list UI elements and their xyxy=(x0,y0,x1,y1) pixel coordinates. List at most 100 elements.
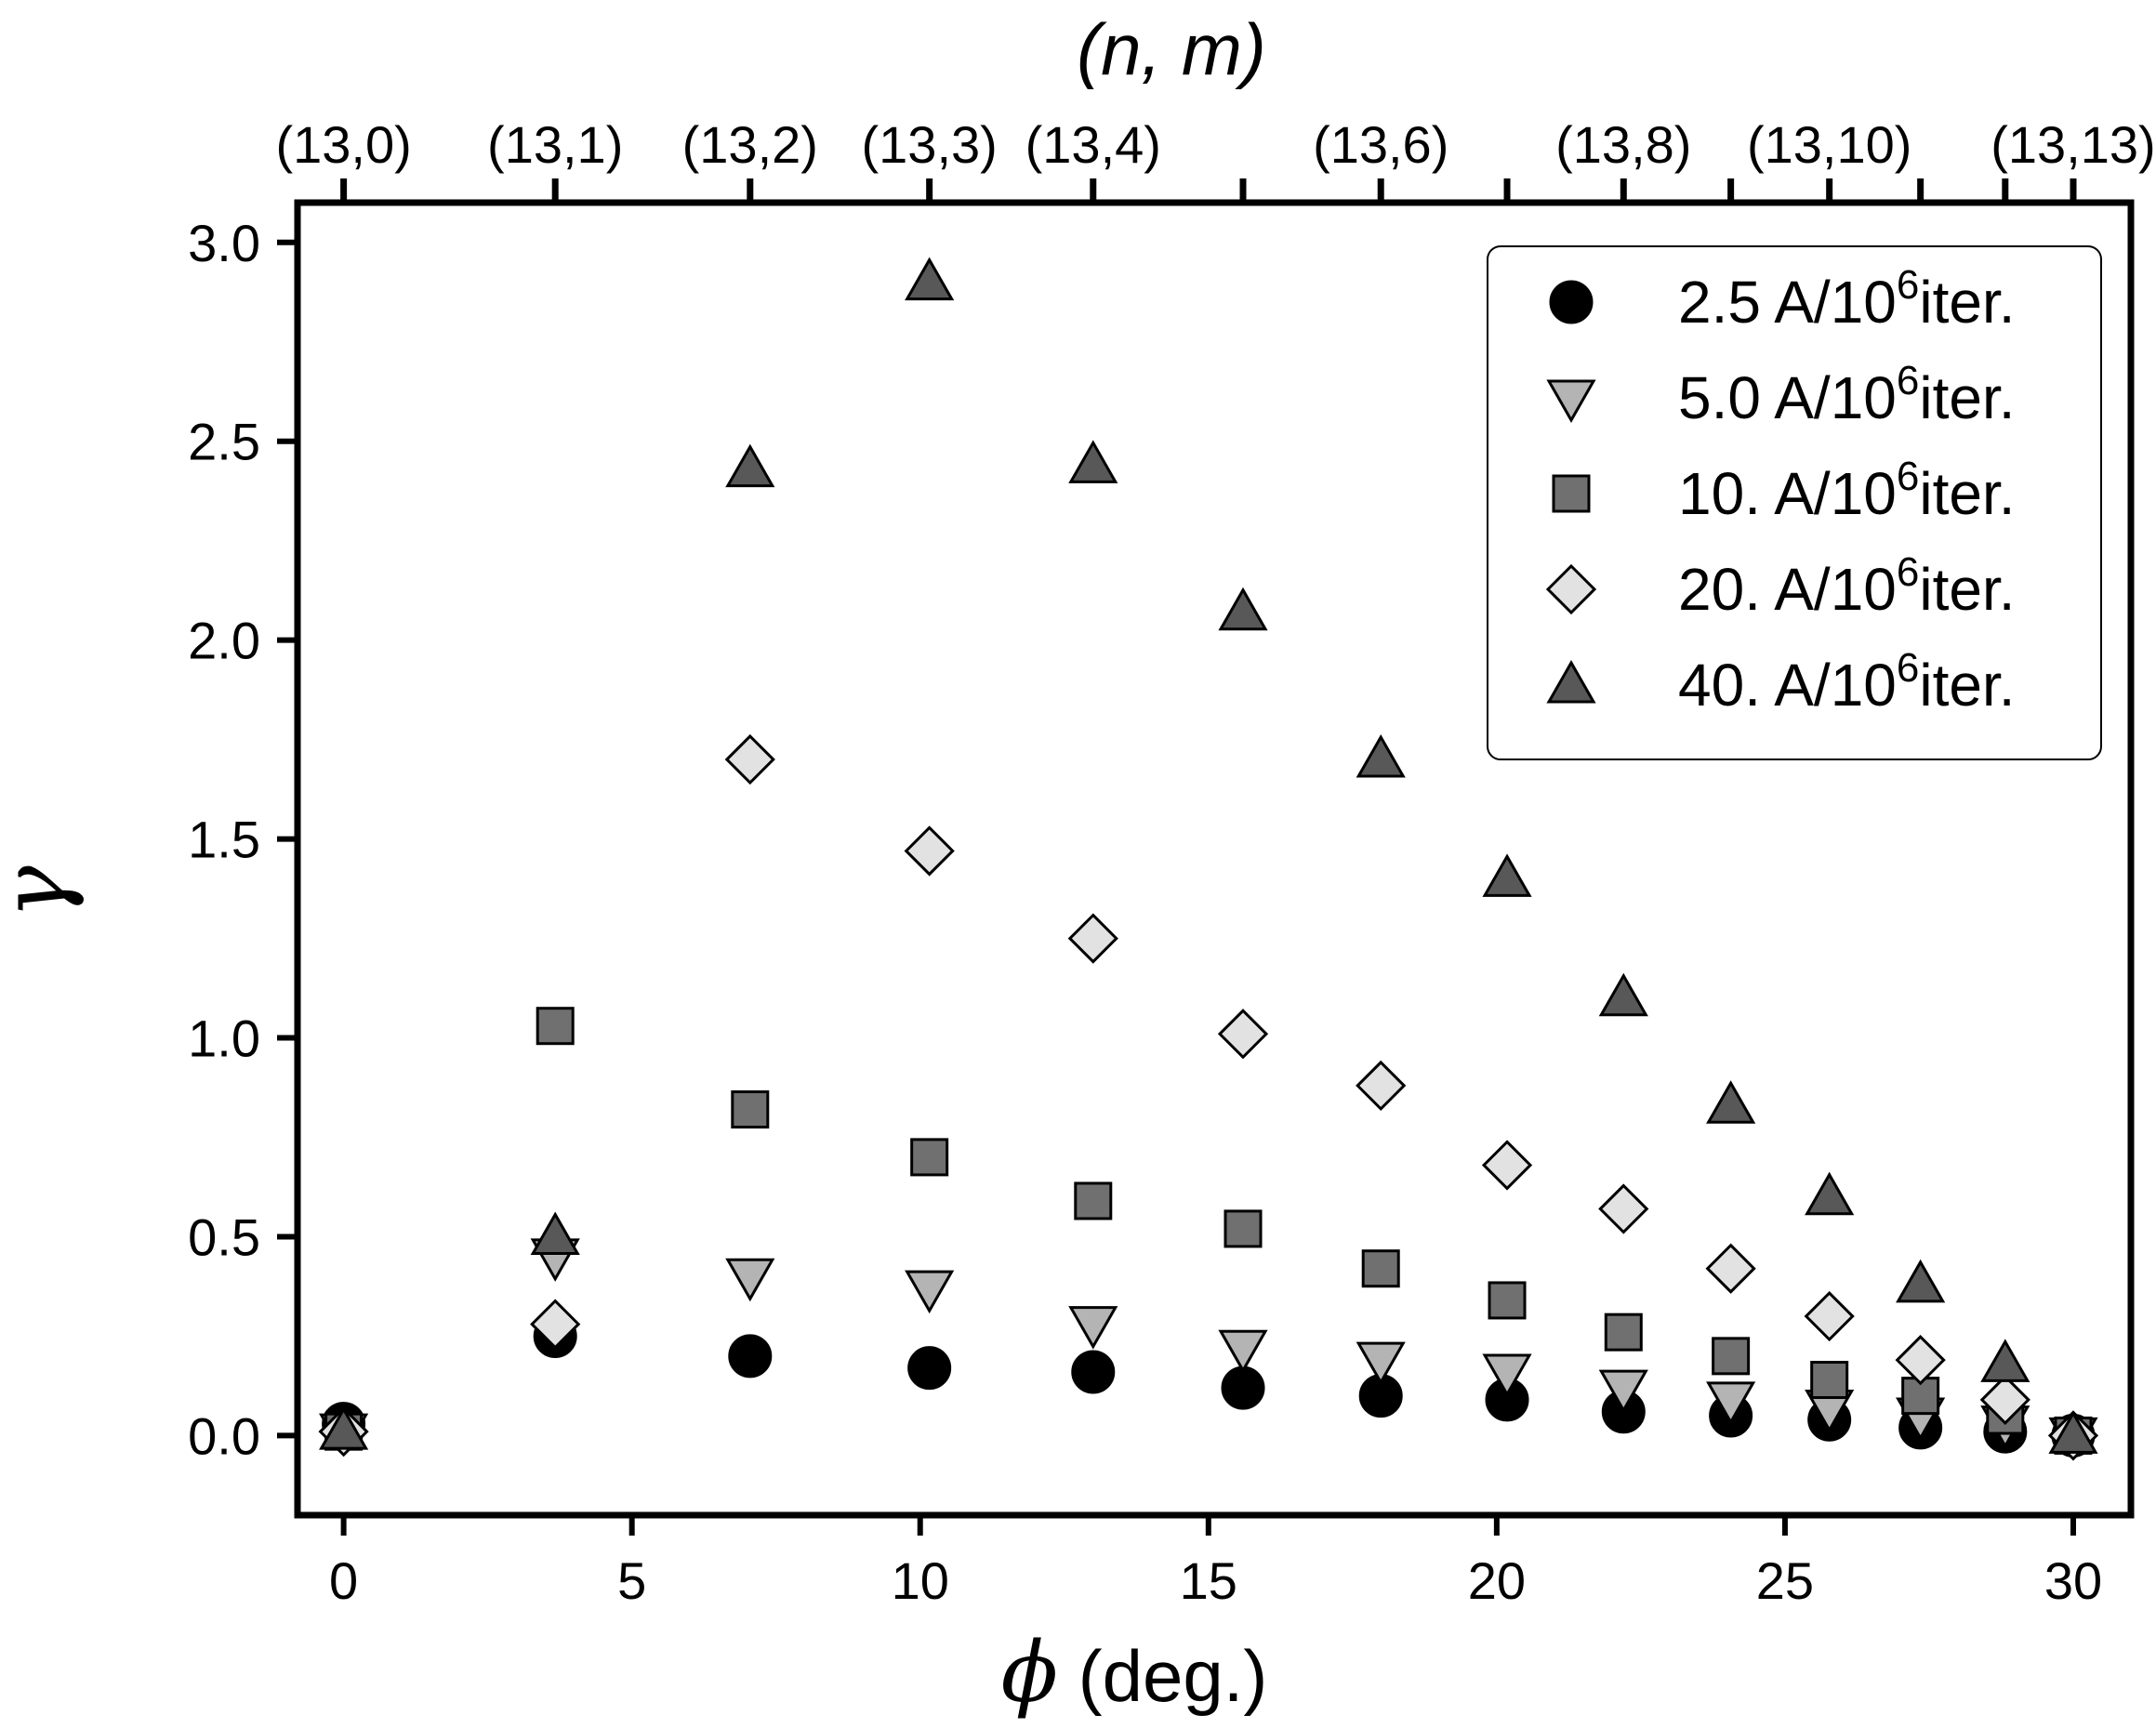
legend-label-sup: 6 xyxy=(1897,262,1919,308)
data-point xyxy=(724,733,775,785)
legend-marker xyxy=(1545,563,1597,615)
legend-label: 10. A/106iter. xyxy=(1678,454,2016,527)
data-point xyxy=(728,1334,773,1378)
data-point xyxy=(1805,1171,1855,1216)
legend-item: 40. A/106iter. xyxy=(1546,645,2016,719)
data-point xyxy=(725,1258,775,1302)
data-point xyxy=(1598,1369,1648,1414)
x-axis-title: ϕ (deg.) xyxy=(1001,1624,1268,1721)
legend-label-main: 40. A/10 xyxy=(1678,652,1897,719)
legend-label-tail: iter. xyxy=(1919,652,2015,719)
legend-marker xyxy=(1552,474,1591,513)
legend-marker xyxy=(1546,659,1596,704)
legend-label: 20. A/106iter. xyxy=(1678,549,2016,623)
legend-label: 40. A/106iter. xyxy=(1678,645,2016,719)
data-point xyxy=(910,1138,949,1177)
plot-frame xyxy=(294,199,2135,1519)
legend-label: 5.0 A/106iter. xyxy=(1678,358,2016,431)
x-tick-label: 30 xyxy=(2044,1551,2102,1610)
data-point xyxy=(1896,1259,1946,1303)
data-point xyxy=(1356,1060,1407,1112)
data-point xyxy=(1223,1209,1263,1248)
data-point xyxy=(1068,440,1118,483)
legend-label: 2.5 A/106iter. xyxy=(1678,262,2016,336)
series-4 xyxy=(318,733,2099,1461)
legend-label-main: 5.0 A/10 xyxy=(1678,364,1897,431)
data-point xyxy=(1804,1290,1855,1342)
legend-label-tail: iter. xyxy=(1919,460,2015,527)
legend-marker xyxy=(1546,379,1596,424)
data-point xyxy=(1481,1140,1533,1191)
data-point xyxy=(1218,587,1268,631)
legend-label-tail: iter. xyxy=(1919,269,2015,336)
y-tick-label: 1.5 xyxy=(188,811,260,869)
legend-label-tail: iter. xyxy=(1919,364,2015,431)
legend-label-main: 2.5 A/10 xyxy=(1678,269,1897,336)
legend-label-main: 20. A/10 xyxy=(1678,556,1897,623)
data-point xyxy=(1706,1080,1756,1124)
data-point xyxy=(1980,1339,2030,1382)
data-point xyxy=(2048,1410,2098,1454)
x-axis-title-text: (deg.) xyxy=(1058,1635,1267,1717)
data-point xyxy=(1604,1312,1643,1352)
y-tick-label: 3.0 xyxy=(188,214,260,272)
x-tick-label: 25 xyxy=(1756,1551,1814,1610)
legend-box xyxy=(1487,245,2102,760)
data-point xyxy=(907,1346,952,1391)
data-point xyxy=(1068,1306,1118,1350)
series-5 xyxy=(319,257,2098,1454)
x-axis-title-symbol: ϕ xyxy=(1001,1624,1058,1721)
data-point xyxy=(536,1007,575,1046)
top-tick-label: (13,2) xyxy=(682,115,818,174)
data-point xyxy=(1221,1365,1265,1410)
data-point xyxy=(1067,913,1118,964)
data-point xyxy=(1482,1353,1532,1397)
data-point xyxy=(1074,1181,1113,1220)
y-tick-label: 2.0 xyxy=(188,612,260,670)
data-point xyxy=(530,1211,580,1255)
legend: 2.5 A/106iter.5.0 A/106iter.10. A/106ite… xyxy=(1487,245,2102,760)
top-tick-label: (13,0) xyxy=(275,115,411,174)
data-point xyxy=(1895,1335,1946,1386)
legend-label-sup: 6 xyxy=(1897,358,1919,403)
top-tick-label: (13,8) xyxy=(1555,115,1691,174)
data-point xyxy=(1218,1329,1268,1374)
data-point xyxy=(725,443,775,488)
legend-label-tail: iter. xyxy=(1919,556,2015,623)
data-point xyxy=(905,1270,955,1314)
legend-item: 2.5 A/106iter. xyxy=(1549,262,2016,336)
top-tick-label: (13,10) xyxy=(1747,115,1911,174)
series-3 xyxy=(324,1007,2093,1455)
x-tick-label: 10 xyxy=(892,1551,949,1610)
data-point xyxy=(904,825,955,877)
data-point xyxy=(1810,1361,1849,1400)
y-tick-label: 0.5 xyxy=(188,1207,260,1266)
x-tick-label: 0 xyxy=(329,1551,358,1610)
data-point xyxy=(1712,1337,1751,1376)
top-tick-label: (13,1) xyxy=(487,115,623,174)
top-tick-label: (13,13) xyxy=(1991,115,2155,174)
x-tick-label: 15 xyxy=(1180,1551,1237,1610)
legend-label-sup: 6 xyxy=(1897,645,1919,691)
data-point xyxy=(1705,1243,1756,1294)
x-tick-label: 20 xyxy=(1468,1551,1526,1610)
y-tick-label: 1.0 xyxy=(188,1009,260,1068)
data-point xyxy=(530,1299,581,1350)
data-point xyxy=(731,1090,770,1129)
legend-item: 20. A/106iter. xyxy=(1545,549,2016,623)
legend-label-main: 10. A/10 xyxy=(1678,460,1897,527)
x-tick-label: 5 xyxy=(617,1551,646,1610)
data-point xyxy=(1488,1281,1527,1320)
legend-item: 10. A/106iter. xyxy=(1552,454,2016,527)
top-tick-label: (13,3) xyxy=(862,115,998,174)
data-point xyxy=(319,1406,369,1450)
legend-item: 5.0 A/106iter. xyxy=(1546,358,2016,431)
data-point xyxy=(1598,1183,1649,1234)
data-point xyxy=(1356,1341,1406,1386)
y-axis-title: γ xyxy=(0,865,86,919)
data-point xyxy=(905,257,955,301)
data-point xyxy=(1217,1009,1269,1060)
data-point xyxy=(1071,1350,1116,1394)
